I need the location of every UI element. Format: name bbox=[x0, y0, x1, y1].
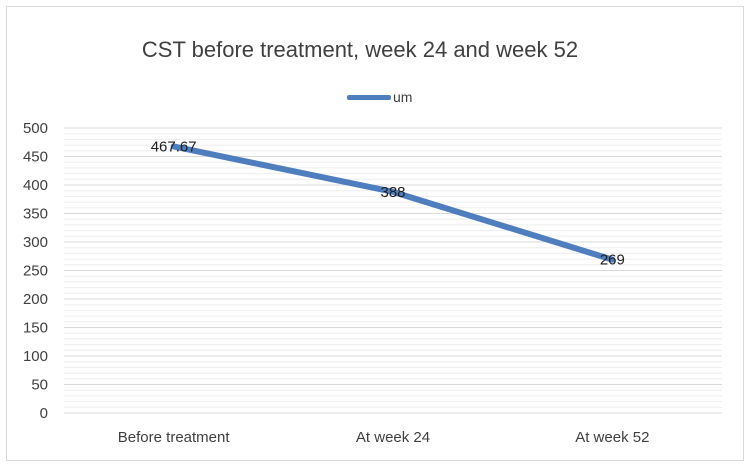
x-tick-label: At week 52 bbox=[575, 429, 649, 446]
y-tick-label: 500 bbox=[23, 120, 48, 137]
y-tick-label: 300 bbox=[23, 234, 48, 251]
x-tick-label: At week 24 bbox=[356, 429, 430, 446]
y-tick-label: 350 bbox=[23, 206, 48, 223]
data-label: 467.67 bbox=[151, 138, 197, 155]
y-tick-label: 0 bbox=[40, 405, 48, 422]
series-line bbox=[170, 143, 616, 263]
y-tick-label: 400 bbox=[23, 177, 48, 194]
y-tick-label: 450 bbox=[23, 149, 48, 166]
chart-title: CST before treatment, week 24 and week 5… bbox=[141, 37, 579, 62]
data-label: 388 bbox=[380, 184, 405, 201]
y-tick-label: 150 bbox=[23, 320, 48, 337]
y-tick-label: 250 bbox=[23, 263, 48, 280]
y-tick-label: 200 bbox=[23, 291, 48, 308]
y-tick-label: 100 bbox=[23, 348, 48, 365]
legend-swatch bbox=[347, 94, 391, 100]
y-tick-label: 50 bbox=[31, 377, 48, 394]
legend-label: um bbox=[393, 89, 413, 105]
chart-frame: CST before treatment, week 24 and week 5… bbox=[6, 6, 744, 461]
x-tick-label: Before treatment bbox=[118, 429, 231, 446]
chart-legend: um bbox=[347, 87, 412, 107]
data-label: 269 bbox=[600, 252, 625, 269]
